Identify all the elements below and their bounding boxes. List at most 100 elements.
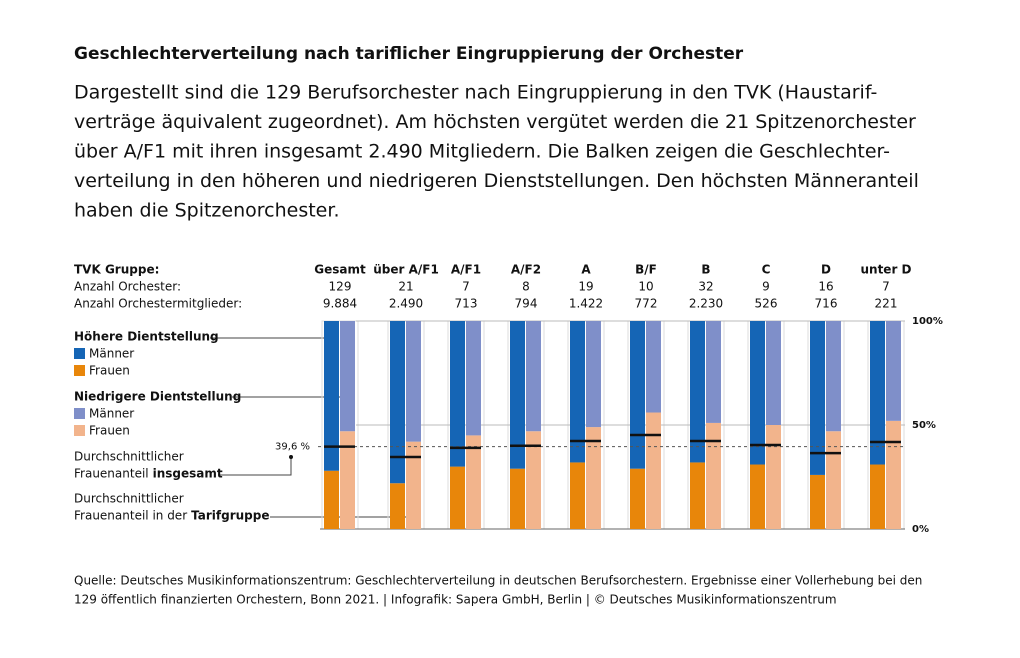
bar-segment [886, 420, 901, 529]
annotation: Frauenanteil [74, 467, 149, 481]
legend-label: Frauen [89, 364, 130, 378]
orchestra-count: 10 [638, 280, 653, 294]
annotation: Tarifgruppe [191, 509, 269, 523]
bar-segment [390, 483, 405, 529]
bar-segment [630, 468, 645, 529]
row-label: TVK Gruppe: [74, 263, 159, 277]
member-count: 713 [455, 297, 478, 311]
orchestra-count: 32 [698, 280, 713, 294]
bar-segment [510, 468, 525, 529]
x-tick-label: A/F2 [511, 263, 541, 277]
bar-segment [750, 321, 765, 465]
member-count: 772 [635, 297, 658, 311]
legend-swatch [74, 408, 85, 419]
bar-segment [450, 466, 465, 529]
legend-swatch [74, 348, 85, 359]
bar-segment [526, 431, 541, 529]
x-tick-label: unter D [860, 263, 911, 277]
member-count: 1.422 [569, 297, 603, 311]
subtitle: verträge äquivalent zugeordnet). Am höch… [74, 111, 916, 133]
x-tick-label: B [701, 263, 710, 277]
bar-segment [706, 422, 721, 529]
legend-swatch [74, 365, 85, 376]
overall-average-label: 39,6 % [275, 442, 310, 453]
bar-segment [870, 321, 885, 465]
y-tick-label: 0% [912, 524, 929, 535]
legend-group: Niedrigere Dientstellung [74, 390, 241, 404]
source: Quelle: Deutsches Musikinformationszentr… [74, 574, 922, 588]
orchestra-count: 129 [329, 280, 352, 294]
member-count: 526 [755, 297, 778, 311]
orchestra-count: 7 [882, 280, 890, 294]
bar-segment [526, 321, 541, 432]
orchestra-count: 19 [578, 280, 593, 294]
bar-segment [466, 435, 481, 529]
bar-segment [340, 321, 355, 432]
bar-segment [766, 425, 781, 529]
member-count: 2.490 [389, 297, 423, 311]
bar-segment [466, 321, 481, 436]
bar-segment [570, 321, 585, 463]
subtitle: haben die Spitzenorchester. [74, 200, 339, 222]
bar-segment [324, 321, 339, 471]
member-count: 794 [515, 297, 538, 311]
x-tick-label: über A/F1 [373, 263, 439, 277]
annotation: Durchschnittlicher [74, 492, 184, 506]
legend-swatch [74, 425, 85, 436]
bar-segment [886, 321, 901, 421]
annotation: Frauenanteil in der [74, 509, 187, 523]
annotation: Durchschnittlicher [74, 450, 184, 464]
x-tick-label: A/F1 [451, 263, 481, 277]
bar-segment [810, 321, 825, 475]
legend-label: Männer [89, 347, 134, 361]
member-count: 221 [875, 297, 898, 311]
bar-segment [340, 431, 355, 529]
subtitle: Dargestellt sind die 129 Berufsorchester… [74, 82, 877, 104]
bar-segment [450, 321, 465, 467]
row-label: Anzahl Orchester: [74, 280, 181, 294]
x-tick-label: B/F [635, 263, 657, 277]
bar-segment [750, 464, 765, 529]
x-tick-label: Gesamt [314, 263, 366, 277]
bar-segment [510, 321, 525, 469]
bar-segment [570, 462, 585, 529]
member-count: 9.884 [323, 297, 357, 311]
x-tick-label: C [762, 263, 771, 277]
bar-segment [766, 321, 781, 425]
bar-segment [324, 470, 339, 529]
subtitle: über A/F1 mit ihren insgesamt 2.490 Mitg… [74, 141, 890, 163]
x-tick-label: A [581, 263, 591, 277]
bar-segment [646, 321, 661, 413]
subtitle: verteilung in den höheren und niedrigere… [74, 170, 919, 192]
legend-group: Höhere Dientstellung [74, 330, 219, 344]
orchestra-count: 7 [462, 280, 470, 294]
orchestra-count: 8 [522, 280, 530, 294]
leader-lines [210, 337, 414, 518]
bar-segment [810, 474, 825, 529]
bar-segment [406, 441, 421, 529]
bar-segment [690, 462, 705, 529]
y-tick-label: 100% [912, 316, 943, 327]
bar-segment [690, 321, 705, 463]
orchestra-count: 21 [398, 280, 413, 294]
bar-segment [630, 321, 645, 469]
bar-segment [826, 321, 841, 432]
chart-title: Geschlechterverteilung nach tariflicher … [74, 44, 744, 64]
bar-segment [646, 412, 661, 529]
row-label: Anzahl Orchestermitglieder: [74, 297, 242, 311]
orchestra-count: 9 [762, 280, 770, 294]
member-count: 716 [815, 297, 838, 311]
bar-segment [390, 321, 405, 484]
annotation: insgesamt [153, 467, 223, 481]
bar-segment [586, 427, 601, 529]
orchestra-count: 16 [818, 280, 833, 294]
bar-segment [870, 464, 885, 529]
member-count: 2.230 [689, 297, 723, 311]
bar-segment [586, 321, 601, 428]
legend-label: Männer [89, 407, 134, 421]
x-tick-label: D [821, 263, 831, 277]
bar-segment [826, 431, 841, 529]
legend-label: Frauen [89, 424, 130, 438]
bar-segment [706, 321, 721, 423]
